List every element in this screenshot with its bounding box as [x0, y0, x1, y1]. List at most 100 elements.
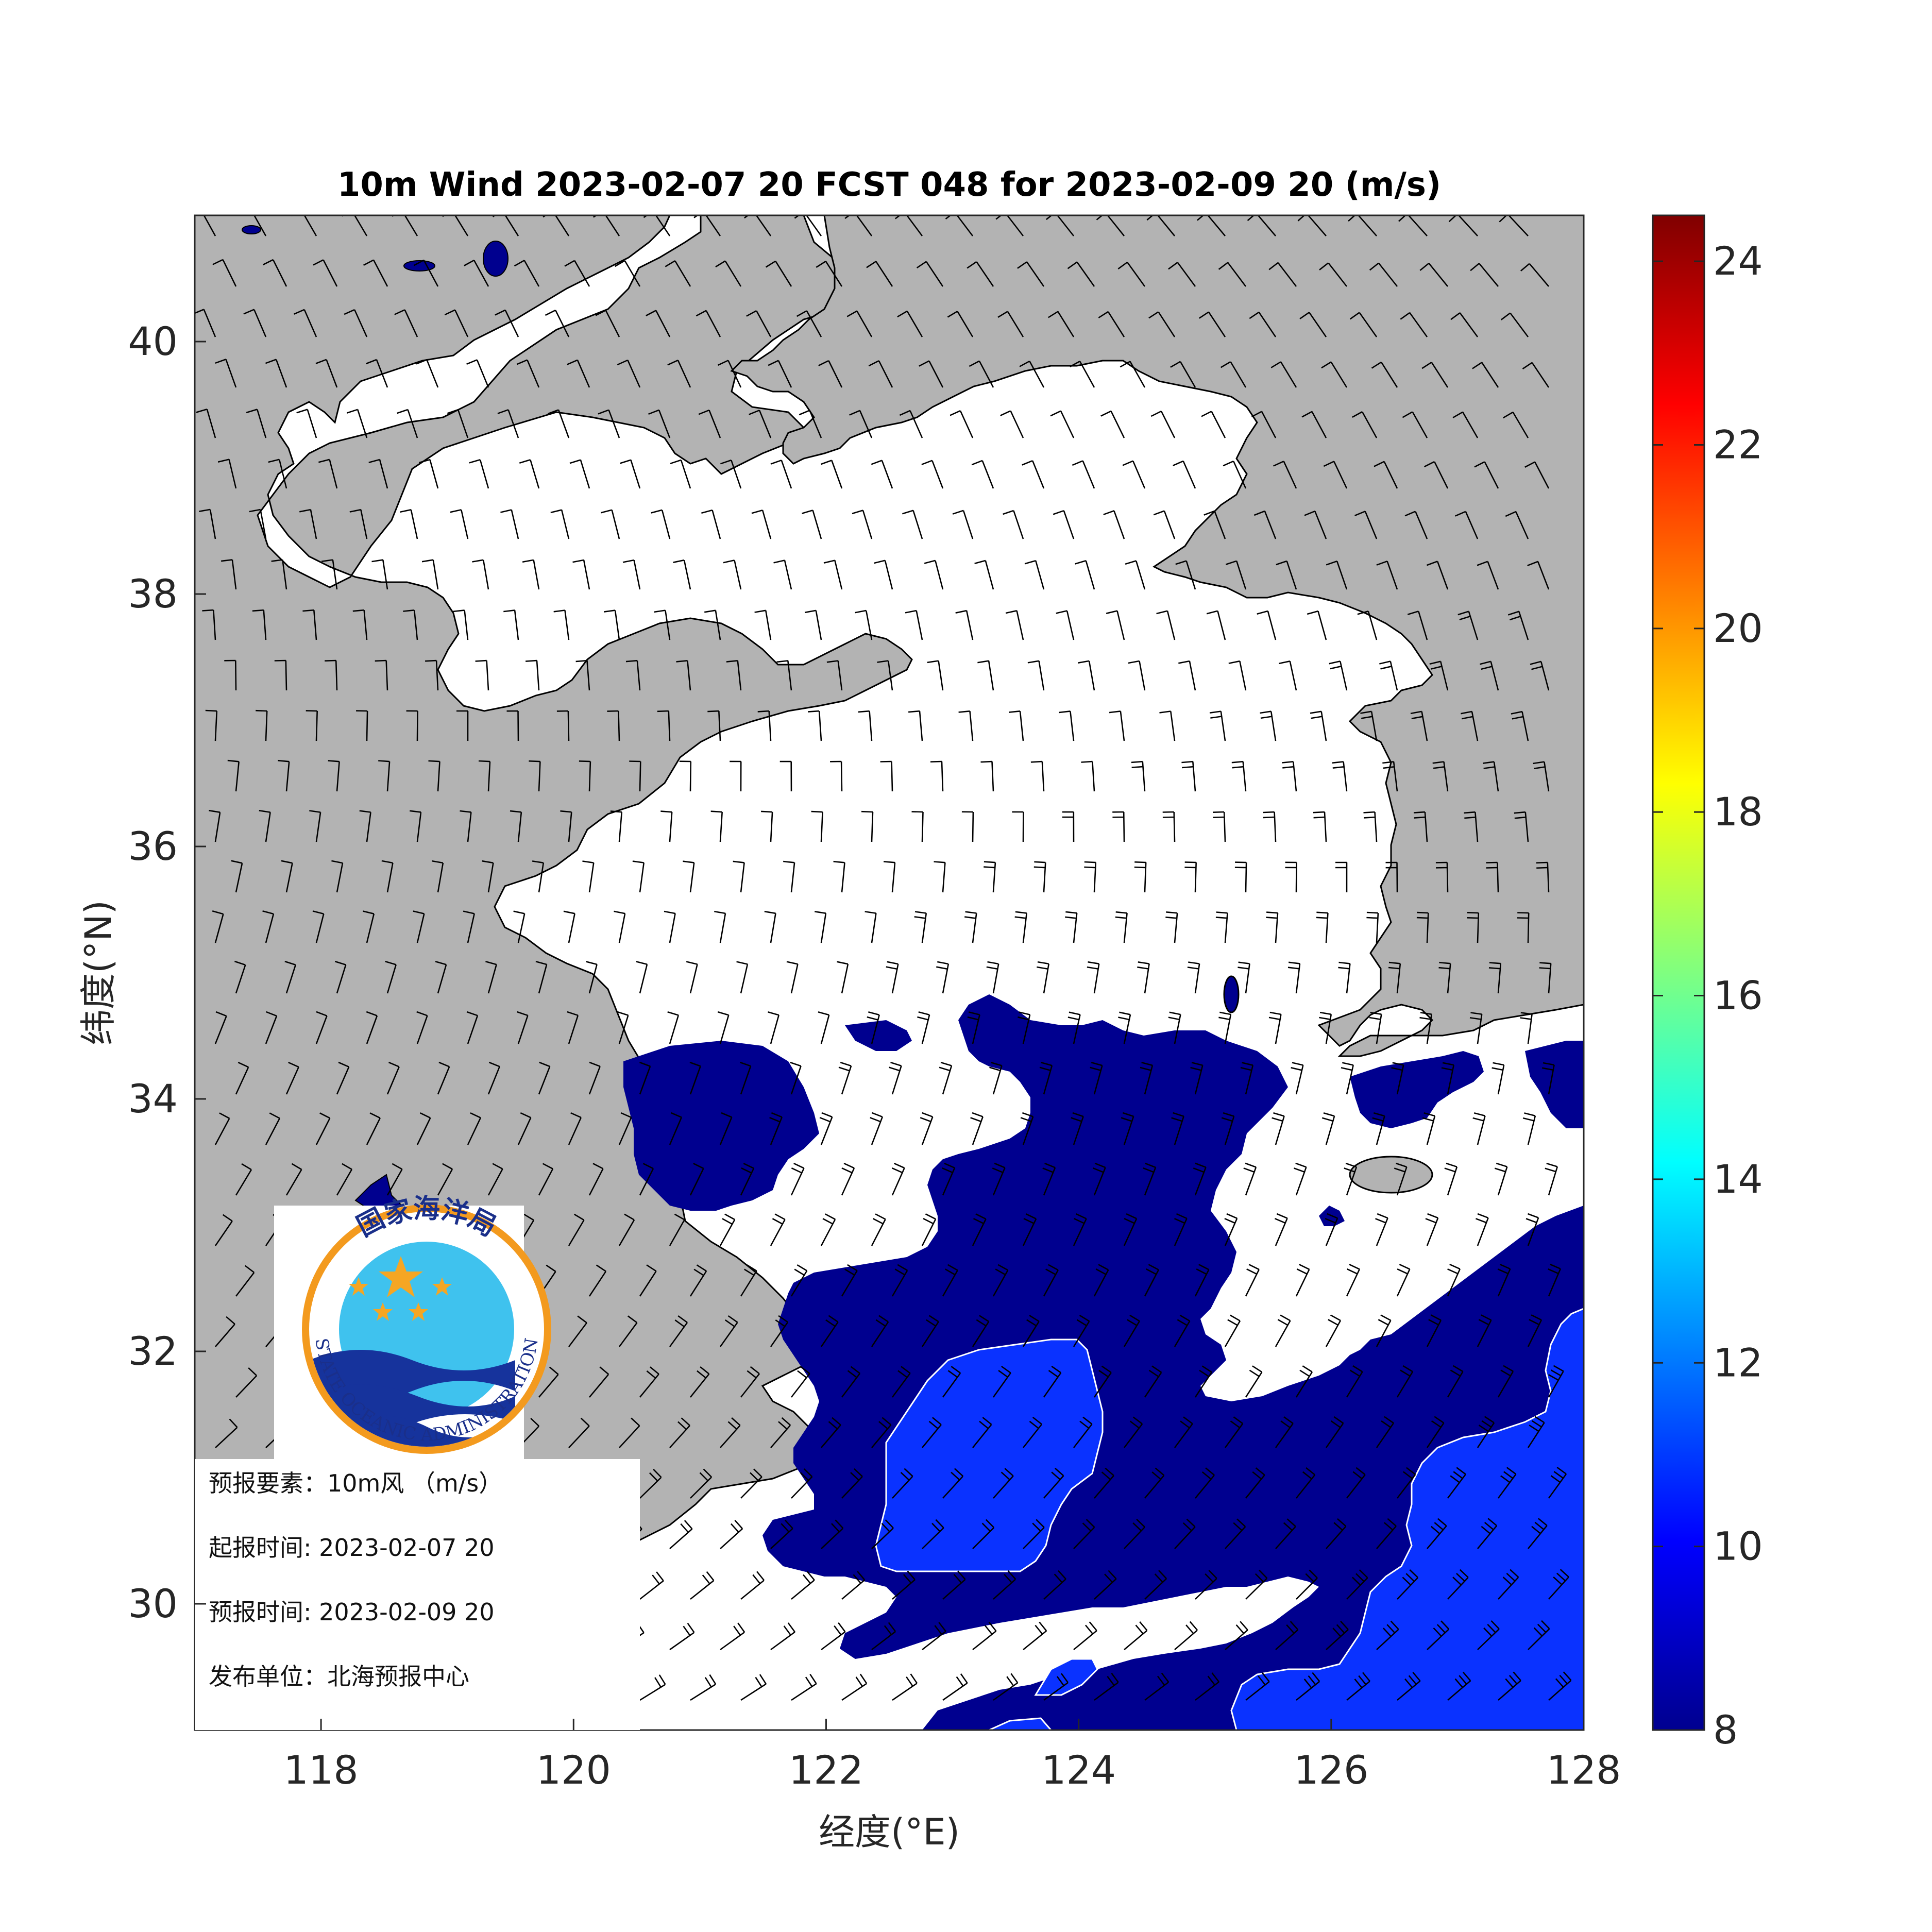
wind-barb: [386, 1061, 400, 1095]
wind-barb: [302, 609, 317, 640]
wind-barb: [568, 1112, 582, 1145]
wind-barb: [837, 961, 849, 994]
wind-barb: [629, 760, 641, 792]
wind-barb: [974, 560, 994, 590]
y-axis-ticks: 30 32 34 36 38 40: [128, 318, 206, 1626]
wind-barb: [1022, 460, 1045, 489]
wind-barb: [428, 760, 440, 792]
wind-barb: [886, 961, 899, 994]
wind-barb: [726, 660, 742, 691]
wind-barb: [519, 459, 540, 489]
wind-barb: [1299, 312, 1327, 337]
wind-barb: [1075, 560, 1095, 590]
wind-barb: [368, 459, 388, 489]
wind-barb: [670, 459, 691, 489]
wind-barb: [1346, 1264, 1360, 1297]
wind-barb: [309, 810, 321, 842]
wind-barb: [964, 911, 977, 943]
wind-barb: [871, 1315, 889, 1347]
wind-barb: [256, 709, 268, 741]
x-tick-label: 118: [284, 1747, 359, 1793]
x-tick-label: 120: [536, 1747, 611, 1793]
wind-barb: [241, 215, 267, 236]
wind-barb: [821, 460, 843, 489]
wind-barb: [1218, 262, 1247, 287]
wind-barb: [1153, 510, 1176, 539]
wind-barb: [1321, 1112, 1335, 1145]
wind-barb: [1245, 1365, 1263, 1398]
wind-barb: [1263, 811, 1277, 842]
wind-barb: [1195, 1569, 1217, 1600]
wind-barb: [1165, 911, 1178, 943]
wind-barb: [386, 1163, 403, 1196]
wind-barb: [1042, 1162, 1056, 1196]
wind-barb: [575, 659, 590, 691]
wind-barb: [871, 1519, 894, 1549]
wind-barb: [841, 1162, 855, 1196]
wind-barb: [1251, 411, 1277, 438]
wind-barb: [231, 860, 243, 893]
wind-barb: [1376, 1416, 1394, 1448]
wind-barb: [589, 1366, 609, 1398]
wind-barb: [942, 1162, 956, 1196]
wind-barb: [917, 1011, 930, 1044]
wind-barb: [296, 409, 317, 438]
wind-barb: [1346, 1672, 1370, 1701]
wind-barb: [1313, 811, 1327, 842]
wind-barb: [363, 910, 375, 943]
wind-barb: [1174, 1314, 1191, 1347]
wind-barb: [1228, 660, 1247, 691]
wind-barb: [579, 760, 591, 792]
wind-barb: [838, 1061, 852, 1095]
wind-barb: [690, 1571, 715, 1600]
wind-barb: [1480, 660, 1499, 691]
wind-barb: [1427, 1518, 1447, 1549]
wind-barb: [313, 259, 338, 287]
wind-barb: [215, 1418, 238, 1448]
wind-barb: [215, 1316, 235, 1347]
wind-barb: [1019, 360, 1045, 388]
x-tick-label: 124: [1041, 1747, 1116, 1793]
wind-barb: [610, 810, 623, 842]
wind-barb: [714, 910, 726, 943]
wind-barb: [1282, 761, 1297, 792]
wind-barb: [344, 309, 368, 337]
wind-barb: [892, 1468, 913, 1499]
wind-barb: [740, 1366, 760, 1398]
wind-barb: [371, 559, 388, 590]
colorbar-tick-label: 18: [1713, 789, 1763, 835]
wind-barb: [500, 509, 519, 539]
wind-barb: [841, 1264, 858, 1297]
wind-barb: [992, 1365, 1011, 1398]
wind-barb: [418, 459, 439, 489]
wind-barb: [1073, 1519, 1095, 1549]
wind-barb: [790, 1061, 802, 1095]
wind-barb: [651, 509, 671, 539]
wind-barb: [1528, 1620, 1550, 1650]
wind-barb: [517, 1011, 529, 1044]
state-oceanic-administration-logo: 国家海洋局 STATE OCEANIC ADMINISTRATION: [274, 1193, 551, 1459]
wind-barb: [227, 759, 240, 792]
wind-barb: [1332, 761, 1348, 792]
wind-barb: [1385, 861, 1398, 893]
wind-barb: [291, 215, 317, 236]
wind-barb: [1022, 1314, 1040, 1347]
wind-barb: [823, 560, 843, 590]
wind-barb: [196, 409, 216, 438]
wind-barb: [1498, 1671, 1521, 1701]
wind-barb: [1524, 461, 1550, 489]
wind-barb: [993, 1570, 1016, 1600]
logo-stars-icon: [349, 1256, 452, 1321]
wind-barb: [819, 1112, 833, 1145]
wind-barb: [770, 1519, 793, 1549]
wind-barb: [723, 560, 742, 590]
wind-barb: [378, 760, 391, 792]
wind-barb: [416, 1011, 428, 1044]
wind-barb: [1201, 411, 1226, 438]
wind-barb: [1498, 1569, 1519, 1600]
wind-barb: [1168, 1011, 1181, 1044]
wind-barb: [1106, 610, 1125, 640]
wind-barb: [522, 559, 540, 590]
wind-barb: [1539, 962, 1552, 994]
wind-barb: [1396, 1365, 1414, 1398]
